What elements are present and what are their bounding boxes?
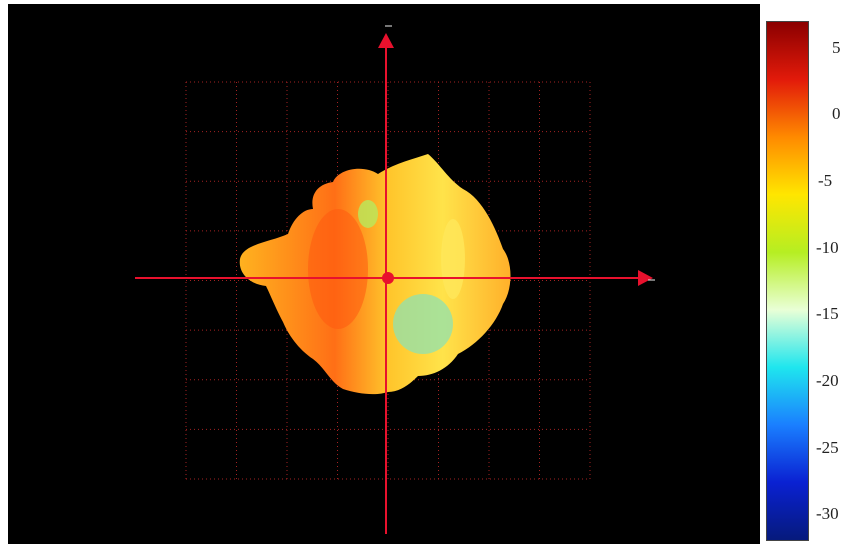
plot-canvas: [135, 25, 655, 534]
colorbar-tick-label: -20: [816, 371, 839, 390]
pattern-surface: [239, 154, 511, 395]
colorbar-tick-label: 5: [832, 37, 841, 57]
pattern-blob: [239, 154, 511, 395]
origin-marker: [382, 272, 394, 284]
colorbar-tick-label: -15: [816, 304, 839, 324]
colorbar-tick-label: -5: [818, 171, 833, 190]
plot-axes: [135, 25, 655, 534]
pattern-hotspot: [308, 209, 368, 329]
colorbar-tick-label: -30: [816, 504, 839, 524]
x-axis-arrow: [638, 270, 653, 286]
radiation-pattern-plot: [8, 4, 760, 544]
colorbar-tick-label: -25: [816, 437, 839, 457]
pattern-lowspot: [393, 294, 453, 354]
y-axis-arrow: [378, 33, 394, 48]
pattern-lowspot: [358, 200, 378, 228]
pattern-lowspot: [441, 219, 465, 299]
colorbar-tick-label: 0: [832, 104, 841, 124]
colorbar-tick-label: -10: [816, 237, 839, 257]
colorbar: [766, 21, 809, 541]
plot-grid: [185, 81, 591, 480]
